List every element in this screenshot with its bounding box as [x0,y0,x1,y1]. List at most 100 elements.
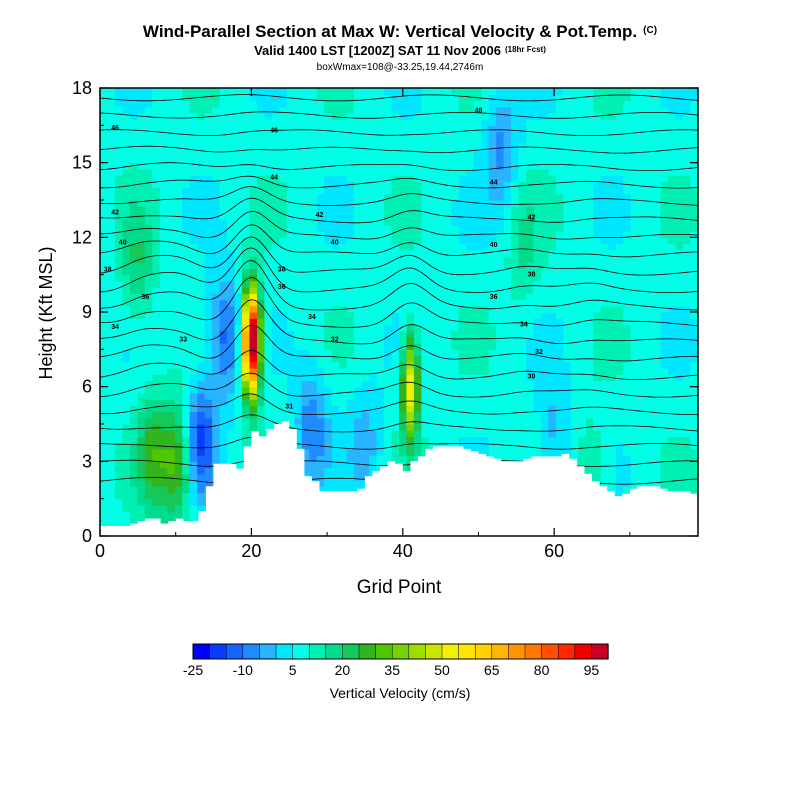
velocity-cell [346,200,355,207]
velocity-cell [159,312,168,319]
velocity-cell [152,150,161,158]
velocity-cell [346,237,355,245]
velocity-cell [511,268,520,276]
velocity-cell [570,256,580,263]
velocity-cell [122,287,131,294]
velocity-cell [219,150,228,158]
velocity-cell [384,280,393,288]
velocity-cell [413,262,423,270]
velocity-cell [227,330,236,338]
velocity-cell [324,349,333,357]
velocity-cell [279,399,288,406]
velocity-cell [114,324,124,332]
velocity-cell [167,162,176,170]
velocity-cell [593,280,602,288]
velocity-cell [279,156,288,164]
velocity-cell [309,237,318,245]
velocity-cell [406,411,415,419]
velocity-cell [144,312,153,319]
velocity-cell [406,268,415,276]
velocity-cell [361,368,370,375]
velocity-cell [242,318,251,326]
velocity-cell [533,218,542,226]
velocity-cell [249,181,258,189]
velocity-cell [541,175,550,182]
velocity-cell [563,224,572,232]
velocity-cell [563,262,572,270]
velocity-cell [473,224,482,232]
velocity-cell [129,200,138,207]
velocity-cell [608,175,617,182]
velocity-cell [271,305,281,313]
velocity-cell [488,193,497,201]
velocity-cell [189,473,198,481]
velocity-cell [197,330,206,338]
velocity-cell [152,218,161,226]
velocity-cell [563,200,572,207]
velocity-cell [526,200,535,207]
velocity-cell [496,224,505,232]
velocity-cell [615,461,624,469]
velocity-cell [376,361,385,369]
velocity-cell [129,125,138,133]
velocity-cell [197,100,206,108]
velocity-cell [354,144,363,151]
velocity-cell [346,274,355,282]
velocity-cell [152,355,161,363]
velocity-cell [511,249,520,257]
velocity-cell [227,256,236,263]
velocity-cell [496,112,505,120]
velocity-cell [346,243,355,251]
velocity-cell [271,280,281,288]
velocity-cell [301,187,310,195]
velocity-cell [144,305,153,313]
velocity-cell [264,119,273,126]
velocity-cell [167,175,176,182]
velocity-cell [369,417,378,425]
velocity-cell [227,374,236,382]
velocity-cell [570,399,580,406]
velocity-cell [443,119,452,126]
velocity-cell [361,94,370,102]
velocity-cell [227,237,236,245]
velocity-cell [219,106,228,114]
velocity-cell [354,181,363,189]
velocity-cell [129,480,138,487]
velocity-cell [533,237,542,245]
velocity-cell [526,224,535,232]
velocity-cell [204,106,213,114]
velocity-cell [159,305,168,313]
velocity-cell [391,368,400,375]
velocity-cell [339,473,348,481]
velocity-cell [518,343,527,350]
velocity-cell [451,336,460,344]
velocity-cell [593,237,602,245]
velocity-cell [324,249,333,257]
velocity-cell [339,106,348,114]
velocity-cell [458,243,467,251]
velocity-cell [249,94,258,102]
velocity-cell [279,150,288,158]
velocity-cell [593,168,602,176]
velocity-cell [129,436,138,444]
velocity-cell [339,162,348,170]
velocity-cell [286,318,295,326]
velocity-cell [421,436,430,444]
velocity-cell [234,137,243,145]
velocity-cell [212,206,221,214]
velocity-cell [533,249,542,257]
velocity-cell [301,206,310,214]
velocity-cell [294,212,303,220]
velocity-cell [286,181,295,189]
velocity-cell [197,368,206,375]
velocity-cell [428,368,437,375]
velocity-cell [227,442,236,450]
velocity-cell [279,131,288,139]
velocity-cell [114,399,124,406]
velocity-cell [555,150,565,158]
velocity-cell [100,131,109,139]
velocity-cell [376,206,385,214]
velocity-cell [406,137,415,145]
velocity-cell [369,206,378,214]
velocity-cell [144,330,153,338]
